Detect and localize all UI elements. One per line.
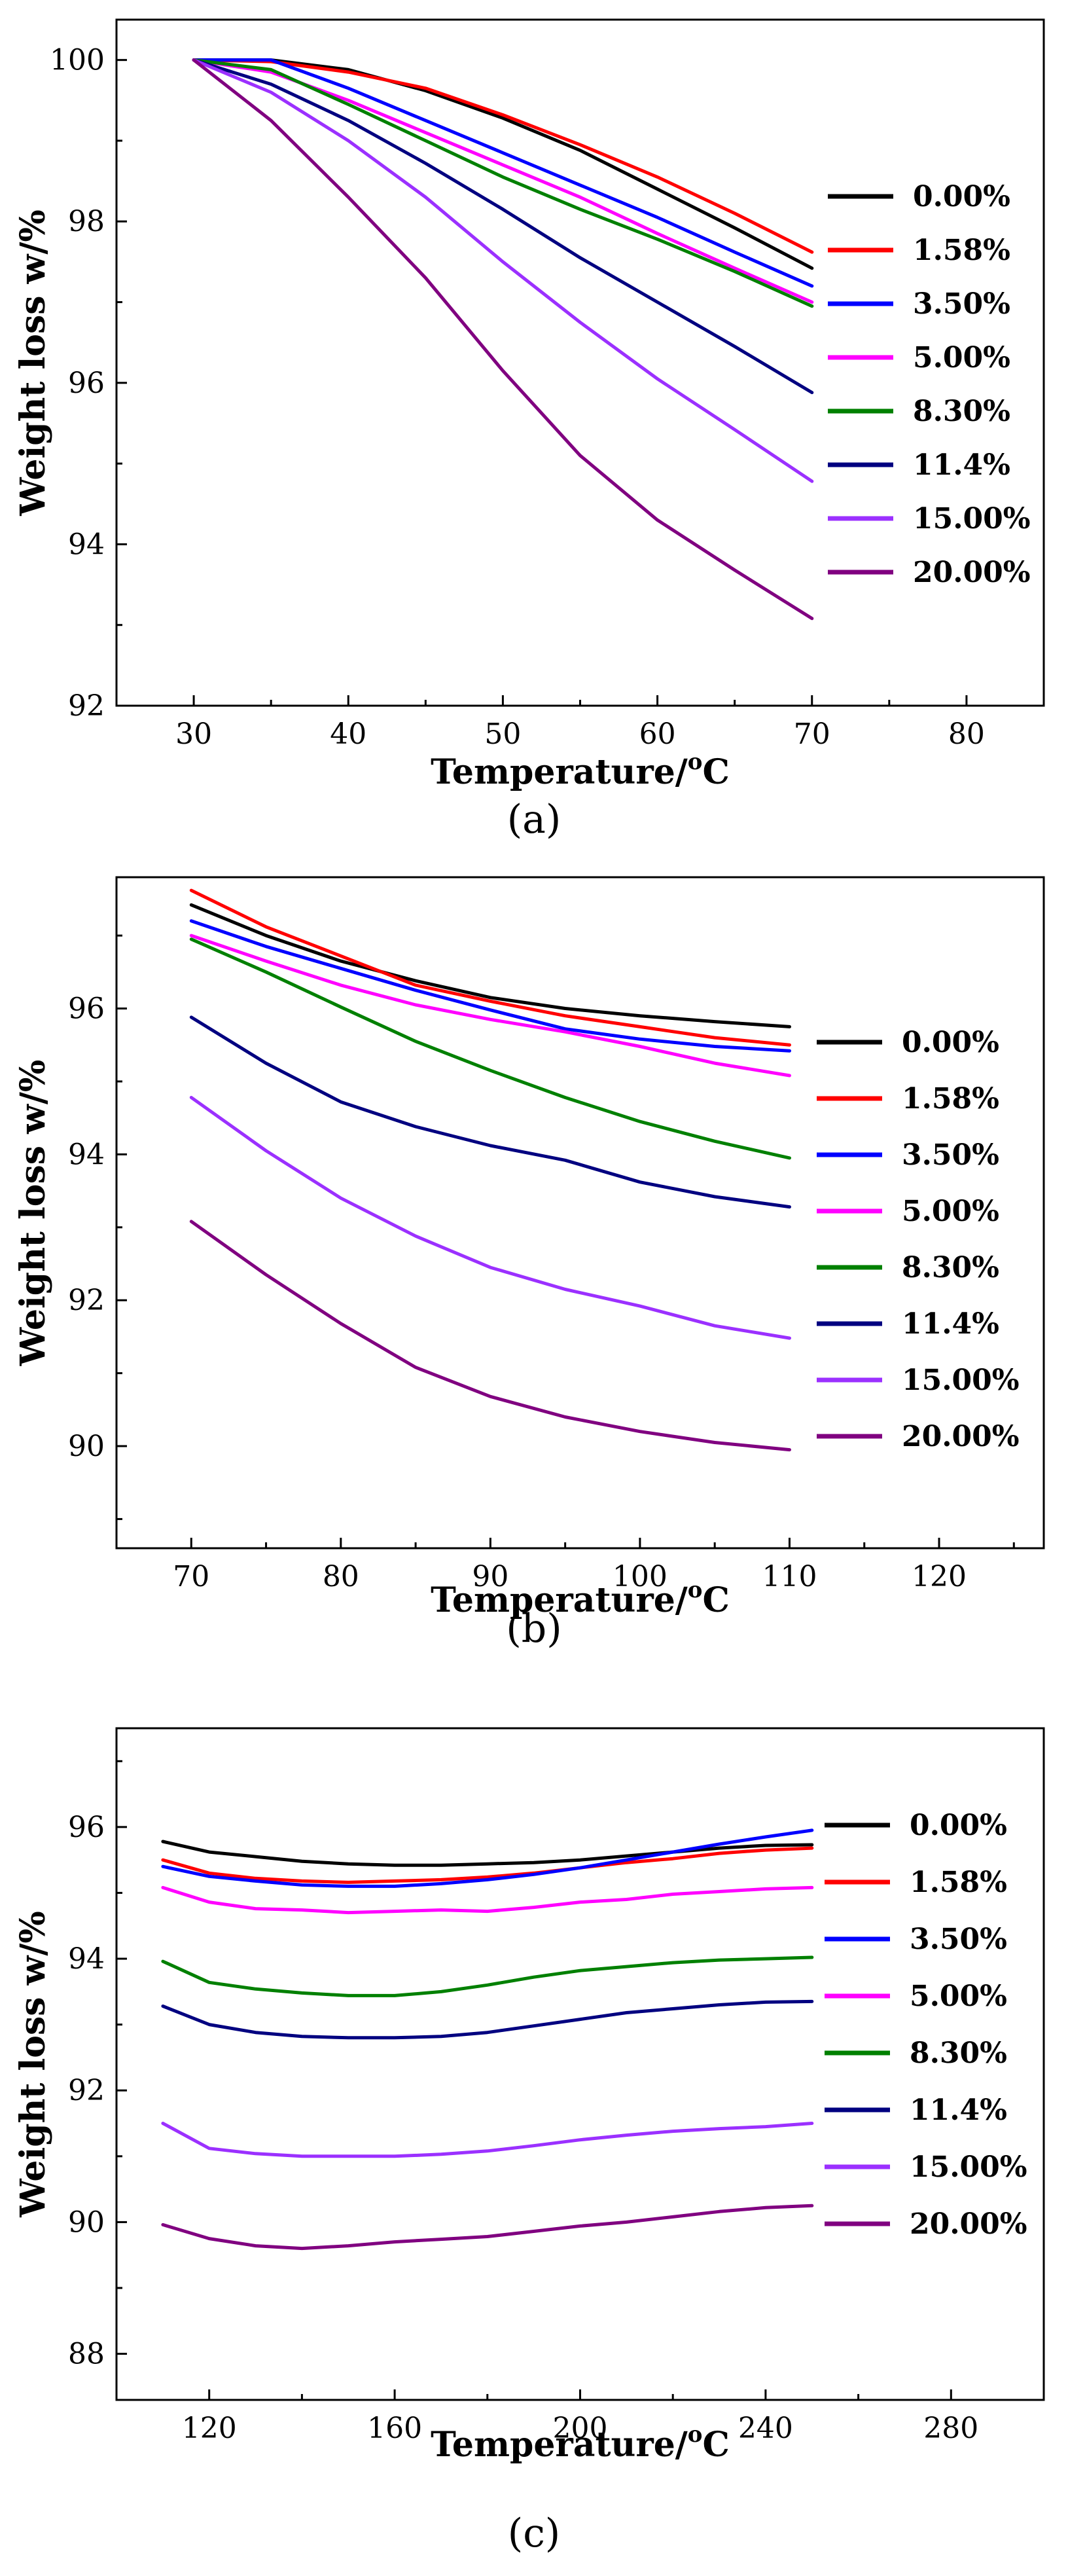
legend-label: 20.00% bbox=[910, 2207, 1027, 2241]
y-tick-label: 100 bbox=[50, 44, 105, 77]
y-tick-label: 96 bbox=[68, 367, 105, 400]
plot-frame bbox=[115, 18, 1045, 707]
legend-label: 8.30% bbox=[910, 2037, 1007, 2070]
y-tick-label: 90 bbox=[68, 1430, 105, 1463]
legend-label: 5.00% bbox=[910, 1980, 1007, 2013]
x-axis-title: Temperature/oC bbox=[431, 1577, 730, 1620]
chart-panel-2: 70 80 90 100 110 120 90 92 94 96 0.00% 1.58% 3.50% 5.… bbox=[13, 876, 1045, 1652]
x-tick-label: 240 bbox=[738, 2412, 793, 2445]
x-tick-label: 50 bbox=[484, 717, 521, 751]
series-line-11-4pct bbox=[161, 1999, 814, 2040]
y-axis-title: Weight loss w/% bbox=[13, 1911, 53, 2218]
legend-label: 8.30% bbox=[913, 395, 1010, 428]
series-line-1-58pct bbox=[161, 1846, 814, 1884]
legend-label: 5.00% bbox=[913, 341, 1010, 374]
legend-label: 20.00% bbox=[913, 556, 1031, 589]
legend-label: 11.4% bbox=[902, 1307, 999, 1341]
series-line-15-00pct bbox=[189, 1096, 791, 1340]
y-tick-label: 96 bbox=[68, 1811, 105, 1844]
legend-label: 0.00% bbox=[910, 1809, 1007, 1842]
series-line-0-00pct bbox=[189, 903, 791, 1028]
legend-label: 0.00% bbox=[913, 180, 1010, 213]
series-line-8-30pct bbox=[189, 937, 791, 1160]
y-tick-label: 98 bbox=[68, 205, 105, 238]
y-tick-label: 92 bbox=[68, 1284, 105, 1317]
series-line-11-4pct bbox=[189, 1015, 791, 1209]
legend-label: 0.00% bbox=[902, 1026, 999, 1059]
x-tick-label: 30 bbox=[175, 717, 212, 751]
legend-label: 11.4% bbox=[913, 448, 1010, 482]
chart-panel-3: 120 160 200 240 280 88 90 92 94 96 0.00% 1.58% 3.50%… bbox=[13, 1727, 1045, 2556]
x-tick-label: 200 bbox=[553, 2412, 608, 2445]
series-line-15-00pct bbox=[192, 58, 814, 483]
legend-label: 1.58% bbox=[902, 1082, 999, 1116]
legend-label: 20.00% bbox=[902, 1420, 1020, 1453]
panel-label: (b) bbox=[506, 1606, 561, 1652]
y-tick-label: 94 bbox=[68, 528, 105, 561]
y-tick-label: 92 bbox=[68, 689, 105, 723]
legend-label: 5.00% bbox=[902, 1195, 999, 1228]
x-axis-title: Temperature/oC bbox=[431, 2422, 730, 2465]
x-tick-label: 40 bbox=[330, 717, 366, 751]
legend-label: 11.4% bbox=[910, 2094, 1007, 2127]
chart-panel-1: 30 40 50 60 70 80 92 94 96 98 100 0.00% 1.58% 3.50% 5.… bbox=[13, 18, 1045, 843]
series-line-20-00pct bbox=[192, 58, 814, 621]
y-tick-label: 94 bbox=[68, 1942, 105, 1976]
series-line-8-30pct bbox=[161, 1955, 814, 1997]
y-axis-title: Weight loss w/% bbox=[13, 1060, 53, 1367]
series-line-3-50pct bbox=[189, 919, 791, 1053]
legend-label: 15.00% bbox=[910, 2150, 1027, 2184]
series-line-0-00pct bbox=[161, 1840, 814, 1867]
series-line-3-50pct bbox=[161, 1828, 814, 1888]
series-line-1-58pct bbox=[189, 888, 791, 1047]
legend-label: 8.30% bbox=[902, 1251, 999, 1284]
series-line-8-30pct bbox=[192, 58, 814, 308]
x-axis-title: Temperature/oC bbox=[431, 749, 730, 792]
y-tick-label: 92 bbox=[68, 2074, 105, 2107]
panel-label: (c) bbox=[508, 2511, 560, 2556]
plot-frame bbox=[115, 1727, 1045, 2401]
series-line-3-50pct bbox=[192, 58, 814, 288]
legend-label: 15.00% bbox=[902, 1364, 1020, 1397]
plot-frame bbox=[115, 876, 1045, 1550]
panel-label: (a) bbox=[507, 797, 561, 843]
x-tick-label: 70 bbox=[173, 1560, 209, 1593]
series-line-0-00pct bbox=[192, 58, 814, 270]
y-tick-label: 88 bbox=[68, 2338, 105, 2371]
x-tick-label: 280 bbox=[923, 2412, 978, 2445]
y-tick-label: 96 bbox=[68, 992, 105, 1026]
series-line-15-00pct bbox=[161, 2122, 814, 2158]
y-axis-title: Weight loss w/% bbox=[13, 209, 53, 517]
series-line-20-00pct bbox=[189, 1220, 791, 1452]
series-line-5-00pct bbox=[189, 934, 791, 1078]
x-tick-label: 80 bbox=[323, 1560, 359, 1593]
x-tick-label: 100 bbox=[613, 1560, 668, 1593]
x-tick-label: 120 bbox=[182, 2412, 237, 2445]
legend-label: 3.50% bbox=[910, 1923, 1007, 1956]
x-tick-label: 60 bbox=[639, 717, 676, 751]
x-tick-label: 120 bbox=[912, 1560, 967, 1593]
x-tick-label: 90 bbox=[472, 1560, 508, 1593]
legend-label: 15.00% bbox=[913, 502, 1031, 535]
series-line-20-00pct bbox=[161, 2204, 814, 2251]
legend-label: 1.58% bbox=[910, 1866, 1007, 1899]
legend-label: 1.58% bbox=[913, 234, 1010, 267]
x-tick-label: 110 bbox=[762, 1560, 817, 1593]
series-line-1-58pct bbox=[192, 58, 814, 254]
x-tick-label: 80 bbox=[948, 717, 985, 751]
legend-label: 3.50% bbox=[913, 287, 1010, 321]
y-tick-label: 94 bbox=[68, 1138, 105, 1171]
x-tick-label: 160 bbox=[367, 2412, 422, 2445]
series-line-11-4pct bbox=[192, 58, 814, 395]
y-tick-label: 90 bbox=[68, 2205, 105, 2239]
series-line-5-00pct bbox=[161, 1885, 814, 1915]
x-tick-label: 70 bbox=[794, 717, 830, 751]
legend-label: 3.50% bbox=[902, 1138, 999, 1172]
